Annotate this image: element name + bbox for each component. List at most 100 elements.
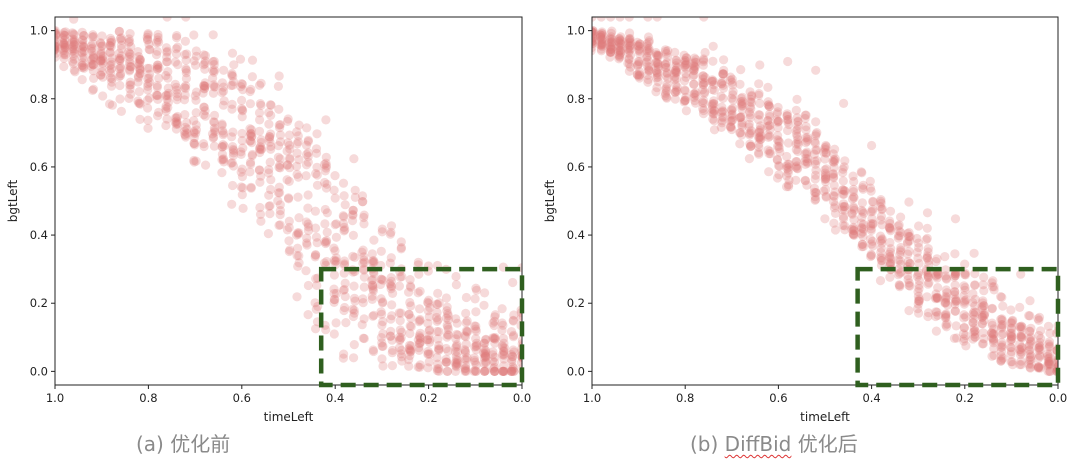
scatter-point: [968, 309, 978, 319]
scatter-point: [978, 280, 988, 290]
scatter-point: [904, 280, 914, 291]
scatter-point: [670, 47, 680, 58]
scatter-point: [367, 294, 377, 304]
scatter-point: [499, 350, 509, 360]
scatter-point: [716, 122, 726, 132]
scatter-point: [255, 115, 265, 125]
scatter-point: [198, 139, 209, 149]
scatter-point: [330, 257, 340, 267]
scatter-point: [462, 327, 472, 337]
scatter-point: [452, 359, 463, 369]
scatter-point: [970, 280, 980, 290]
scatter-point: [357, 197, 368, 207]
scatter-point: [339, 349, 349, 359]
scatter-point: [442, 302, 452, 312]
scatter-point: [173, 119, 183, 129]
scatter-point: [977, 319, 987, 329]
scatter-point: [829, 180, 839, 190]
scatter-point: [292, 139, 302, 149]
scatter-point: [172, 118, 182, 128]
scatter-point: [997, 340, 1007, 350]
scatter-point: [283, 193, 294, 203]
scatter-point: [783, 138, 794, 148]
scatter-point: [662, 86, 672, 96]
scatter-point: [996, 356, 1006, 366]
scatter-point: [718, 80, 728, 90]
scatter-point: [471, 334, 481, 344]
scatter-point: [632, 70, 643, 80]
scatter-point: [755, 133, 765, 143]
scatter-point: [181, 17, 191, 22]
scatter-point: [840, 156, 850, 166]
scatter-point: [607, 37, 617, 47]
scatter-point: [1016, 356, 1026, 366]
scatter-point: [191, 46, 201, 56]
scatter-point: [189, 30, 199, 40]
scatter-point: [840, 221, 850, 231]
scatter-point: [592, 28, 598, 38]
scatter-point: [709, 105, 719, 115]
scatter-point: [726, 116, 737, 126]
scatter-point: [508, 316, 518, 326]
scatter-point: [941, 285, 951, 295]
scatter-point: [1045, 366, 1055, 376]
scatter-point: [70, 67, 80, 77]
scatter-point: [96, 56, 106, 66]
scatter-point: [961, 295, 971, 305]
scatter-point: [951, 296, 961, 306]
scatter-point: [755, 121, 766, 131]
scatter-point: [1024, 355, 1034, 365]
scatter-point: [614, 45, 624, 56]
scatter-point: [867, 239, 877, 249]
scatter-point: [847, 209, 857, 219]
scatter-point: [699, 17, 709, 22]
scatter-point: [904, 278, 914, 288]
scatter-point: [809, 183, 820, 193]
scatter-point: [661, 82, 672, 92]
scatter-point: [754, 90, 764, 100]
scatter-point: [151, 50, 162, 60]
scatter-point: [266, 141, 276, 151]
scatter-point: [303, 137, 313, 147]
scatter-point: [858, 227, 868, 237]
scatter-point: [339, 226, 349, 236]
scatter-point: [950, 287, 960, 297]
scatter-point: [698, 60, 709, 70]
scatter-point: [358, 333, 368, 343]
scatter-point: [368, 256, 378, 266]
scatter-point: [452, 341, 462, 351]
scatter-point: [227, 48, 238, 58]
scatter-point: [266, 144, 276, 154]
scatter-point: [86, 55, 97, 65]
scatter-point: [226, 158, 236, 168]
scatter-point: [180, 36, 190, 46]
scatter-point: [105, 65, 115, 75]
scatter-point: [800, 149, 810, 159]
scatter-point: [643, 74, 653, 85]
x-axis-label: timeLeft: [800, 410, 850, 424]
scatter-point: [489, 366, 499, 376]
scatter-point: [699, 55, 709, 65]
scatter-point: [200, 111, 211, 121]
scatter-point: [236, 182, 246, 192]
scatter-point: [914, 296, 924, 306]
scatter-point: [55, 26, 60, 36]
scatter-point: [707, 104, 717, 114]
scatter-point: [481, 334, 491, 344]
scatter-point: [498, 366, 508, 376]
scatter-point: [396, 243, 406, 253]
scatter-point: [680, 86, 690, 96]
scatter-point: [652, 57, 663, 68]
scatter-point: [460, 354, 470, 364]
scatter-point: [1016, 332, 1027, 342]
scatter-point: [801, 137, 811, 148]
scatter-point: [414, 269, 424, 279]
scatter-point: [765, 120, 775, 130]
scatter-point: [96, 46, 106, 56]
scatter-point: [163, 67, 173, 77]
scatter-point: [680, 60, 690, 70]
scatter-point: [886, 259, 896, 269]
scatter-point: [135, 68, 145, 78]
scatter-point: [1007, 324, 1017, 334]
scatter-point: [736, 65, 746, 75]
